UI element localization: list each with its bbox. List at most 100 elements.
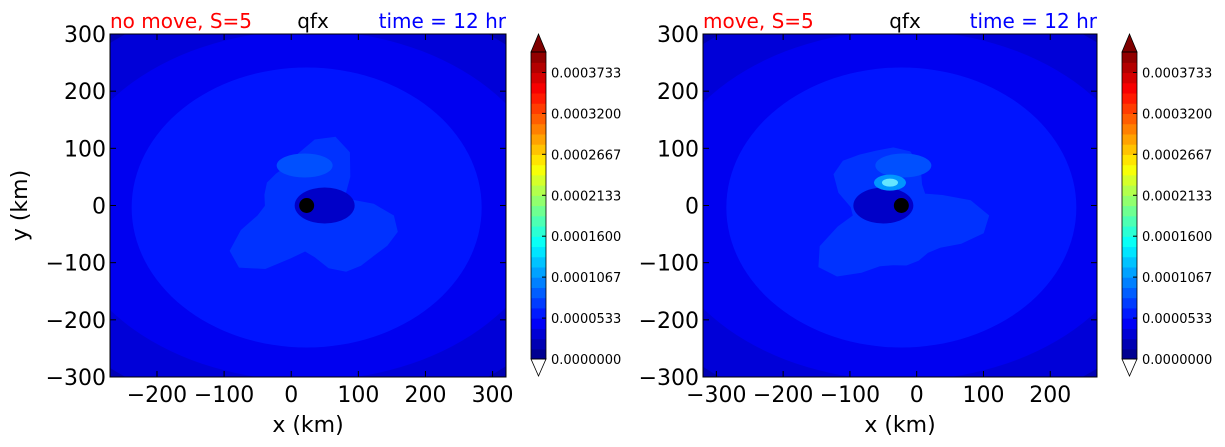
y-tick-label: −300 [639,366,699,391]
y-tick-label: 100 [64,137,106,162]
colorbar-frame [1121,51,1138,360]
colorbar-tick-label: 0.0001600 [1142,230,1212,245]
colorbar-segment [531,62,546,74]
colorbar-segment [531,154,546,166]
colorbar-segment [1122,328,1137,340]
y-tick-label: −300 [46,366,106,391]
title-left: no move, S=5 [110,9,252,33]
colorbar-extend-max [530,32,547,53]
colorbar-tick-label: 0.0003200 [1142,107,1212,122]
x-tick-label: −100 [820,383,880,408]
colorbar-extend-max [1121,32,1138,53]
colorbar-segment [1122,205,1137,217]
colorbar-tick-label: 0.0003733 [551,66,621,81]
colorbar-tick-label: 0.0001067 [1142,271,1212,286]
colorbar-segment [1122,277,1137,288]
y-tick-label: −200 [46,309,106,334]
x-tick-label: −200 [753,383,813,408]
colorbar-segment [531,297,546,309]
y-tick-label: −200 [639,309,699,334]
x-tick-label: 200 [404,383,446,408]
colorbar-segment [1122,154,1137,166]
colorbar-segment [1122,256,1137,268]
title-center: qfx [297,9,329,33]
colorbar-segment [531,277,546,288]
colorbar-segment [1122,103,1137,114]
colorbar-segment [1122,348,1137,360]
colorbar-tick-label: 0.0003200 [551,107,621,122]
contour-level-5 [875,153,932,178]
title-center: qfx [889,9,921,33]
colorbar-segment [1122,52,1137,63]
colorbar-segment [1122,62,1137,74]
colorbar-tick-label: 0.0002667 [551,148,621,163]
colorbar-segment [531,236,546,248]
title-left: move, S=5 [703,9,814,33]
colorbar-segment [531,215,546,227]
y-tick-label: 200 [657,80,699,105]
x-tick-label: 0 [910,383,924,408]
colorbar-segment [531,307,546,319]
colorbar-segment [531,256,546,268]
colorbar-extend-min [1121,358,1138,377]
colorbar-segment [1122,215,1137,227]
y-tick-label: 300 [657,23,699,48]
colorbar-segment [1122,123,1137,135]
colorbar-tick-label: 0.0000533 [551,312,621,327]
colorbar-segment [531,318,546,329]
colorbar: 0.0000000 0.0000533 0.0001067 0.0001600 0.00… [1121,32,1212,377]
colorbar-segment [531,287,546,299]
colorbar-frame [530,51,547,360]
x-tick-label: 100 [337,383,379,408]
colorbar-segment [1122,92,1137,104]
colorbar-segment [531,133,546,145]
colorbar-segment [1122,266,1137,278]
colorbar-segment [1122,113,1137,125]
colorbar-segment [1122,236,1137,248]
x-tick-label: −200 [127,383,187,408]
colorbar-segment [531,82,546,94]
y-tick-label: −100 [46,252,106,277]
y-tick-label: −100 [639,252,699,277]
colorbar-tick-label: 0.0002133 [1142,189,1212,204]
contour-level-inner [853,187,914,224]
colorbar-segment [1122,297,1137,309]
title-right: time = 12 hr [379,9,507,33]
colorbar-segment [1122,246,1137,258]
colorbar-segment [1122,164,1137,176]
colorbar-tick-label: 0.0003733 [1142,66,1212,81]
colorbar-segment [1122,338,1137,350]
x-axis-label: x (km) [272,413,343,438]
colorbar-segment [1122,174,1137,186]
colorbar-segment [531,348,546,360]
colorbar-segment [531,174,546,186]
colorbar-tick-label: 0.0000533 [1142,312,1212,327]
colorbar-segment [531,246,546,258]
colorbar-segment [531,266,546,278]
colorbar-segment [1122,133,1137,145]
colorbar-tick-label: 0.0002667 [1142,148,1212,163]
colorbar-segment [531,338,546,350]
y-tick-label: 0 [92,195,106,220]
colorbar-segment [531,113,546,125]
colorbar-tick-label: 0.0000000 [551,353,621,368]
x-tick-label: 300 [472,383,514,408]
colorbar-segment [1122,307,1137,319]
colorbar-extend-min [530,358,547,377]
colorbar-segment [531,185,546,196]
colorbar-segment [531,164,546,176]
colorbar-segment [1122,82,1137,94]
colorbar-segment [531,225,546,237]
colorbar-tick-label: 0.0001600 [551,230,621,245]
colorbar-segment [531,103,546,114]
y-axis-label: y (km) [8,170,33,241]
title-right: time = 12 hr [970,9,1098,33]
y-tick-label: 300 [64,23,106,48]
contour-level-inner [294,187,355,224]
colorbar: 0.0000000 0.0000533 0.0001067 0.0001600 0.00… [530,32,621,377]
contour-peak-inner [881,178,898,187]
storm-center-marker [299,198,315,213]
x-axis-label: x (km) [864,413,935,438]
contour-level-5 [276,153,333,178]
